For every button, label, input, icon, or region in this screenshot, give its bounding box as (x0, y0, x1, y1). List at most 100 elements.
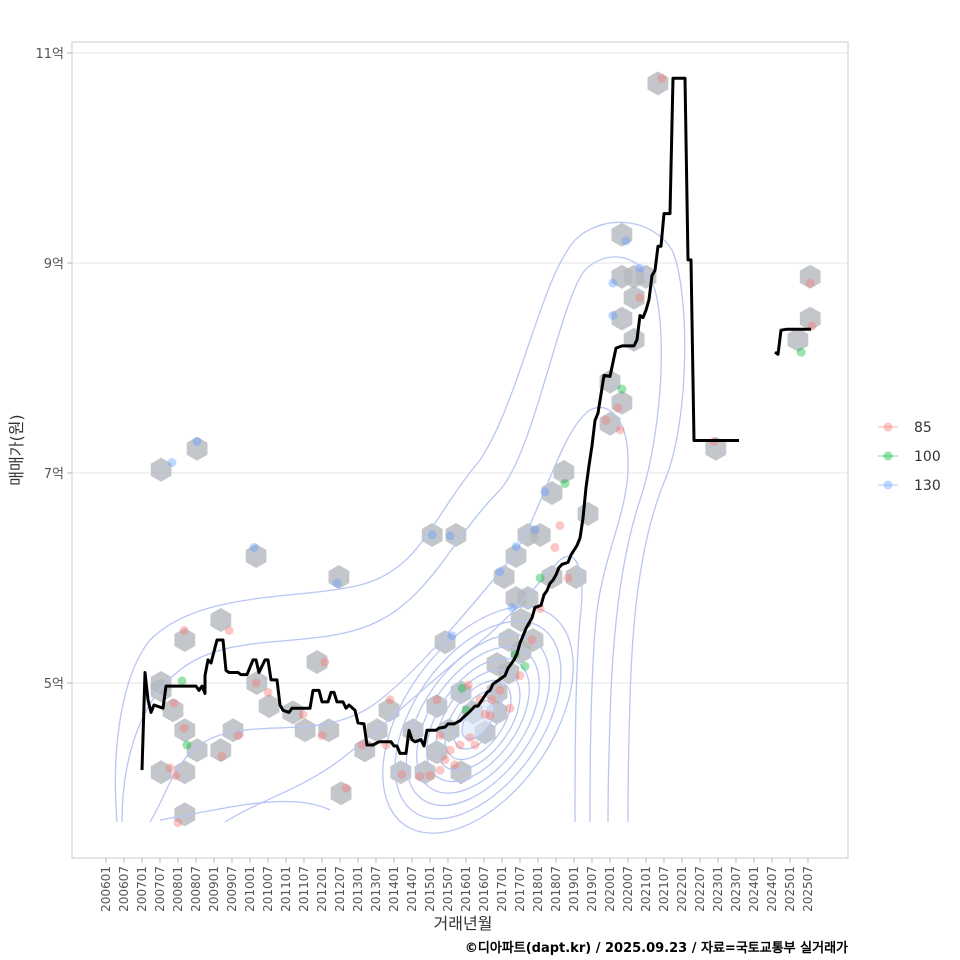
x-tick-label: 202301 (711, 866, 725, 912)
hexbin (150, 457, 172, 482)
x-tick-label: 200901 (207, 866, 221, 912)
y-tick-label: 5억 (44, 677, 64, 692)
data-point (511, 542, 521, 551)
data-point (805, 278, 815, 288)
x-axis: 200601 200607 200701 200707 200801 200807 2009… (99, 858, 815, 912)
x-tick-label: 201401 (387, 866, 401, 912)
hexbin (210, 608, 232, 632)
data-point (457, 683, 467, 693)
hexbin (705, 436, 727, 461)
x-tick-label: 202501 (783, 866, 797, 912)
hexbin (186, 738, 208, 763)
hexbin (150, 760, 172, 785)
data-point (415, 771, 425, 781)
data-point (635, 293, 645, 303)
x-tick-label: 201901 (567, 866, 581, 912)
hexbin (378, 698, 400, 723)
hexbin (623, 285, 645, 310)
legend-label: 100 (914, 449, 941, 465)
data-point (480, 710, 490, 719)
x-tick-label: 202207 (693, 866, 707, 912)
x-tick-label: 202001 (603, 866, 617, 912)
hexbin-layer (150, 71, 821, 827)
x-tick-label: 202007 (621, 866, 635, 912)
data-point (555, 521, 565, 530)
data-point (608, 311, 618, 320)
x-tick-label: 201807 (549, 866, 563, 912)
data-point (385, 695, 395, 705)
data-point (435, 765, 445, 775)
hexbin (306, 650, 328, 674)
x-tick-label: 200701 (135, 866, 149, 912)
data-point (613, 403, 623, 413)
data-point (249, 543, 259, 553)
density-contours (114, 221, 686, 834)
hexbin (246, 671, 268, 695)
data-point (465, 733, 475, 743)
hexbin (647, 71, 669, 96)
contour-line (405, 633, 551, 807)
data-point (263, 687, 273, 697)
data-point (233, 731, 243, 740)
data-point (463, 680, 473, 690)
data-point (515, 671, 525, 681)
hexbin (222, 718, 244, 743)
hexbin (541, 481, 563, 505)
x-tick-label: 201207 (333, 866, 347, 912)
data-point (341, 783, 351, 793)
contour-line (159, 800, 331, 821)
hexbin (282, 700, 304, 725)
x-tick-label: 202307 (729, 866, 743, 912)
y-tick-label: 11억 (35, 47, 64, 62)
y-axis: 5억 7억 9억 11억 (35, 47, 72, 692)
data-point (520, 661, 530, 671)
x-tick-label: 201701 (495, 866, 509, 912)
contour-line (382, 606, 574, 834)
x-tick-label: 201407 (405, 866, 419, 912)
contour-line (224, 555, 583, 823)
data-point (495, 685, 505, 695)
data-point (507, 602, 517, 612)
legend-key-dot (883, 451, 893, 461)
data-point (447, 631, 457, 641)
x-tick-label: 201501 (423, 866, 437, 912)
hexbin (450, 680, 472, 705)
data-point (320, 657, 330, 667)
data-point (540, 487, 550, 497)
contour-line (149, 406, 629, 823)
line-segment (140, 76, 739, 771)
data-point (601, 416, 611, 425)
data-point (173, 818, 183, 828)
data-point (440, 755, 450, 765)
data-point (445, 745, 455, 755)
x-tick-label: 201307 (369, 866, 383, 912)
hexbin (787, 327, 809, 352)
data-point (435, 731, 445, 740)
data-point (169, 698, 179, 708)
x-tick-label: 201801 (531, 866, 545, 912)
hexbin (162, 698, 184, 723)
data-point (298, 710, 308, 719)
data-point (455, 740, 465, 750)
data-point (397, 769, 407, 779)
x-tick-label: 201007 (261, 866, 275, 912)
data-point (495, 567, 505, 577)
contour-line (426, 657, 530, 783)
contour-line (444, 679, 512, 761)
data-point (450, 760, 460, 770)
data-point (427, 530, 437, 540)
data-point (527, 635, 537, 645)
hexbin (328, 565, 350, 589)
hexbin (174, 628, 196, 652)
x-tick-label: 200607 (117, 866, 131, 912)
x-tick-label: 201707 (513, 866, 527, 912)
hexbin (174, 802, 196, 827)
data-point (487, 695, 497, 705)
data-point (177, 676, 187, 686)
data-point (535, 573, 545, 583)
hexbin (599, 411, 621, 436)
contour-line (453, 690, 503, 750)
y-axis-title: 매매가(원) (7, 414, 26, 485)
contour-line (394, 620, 562, 820)
